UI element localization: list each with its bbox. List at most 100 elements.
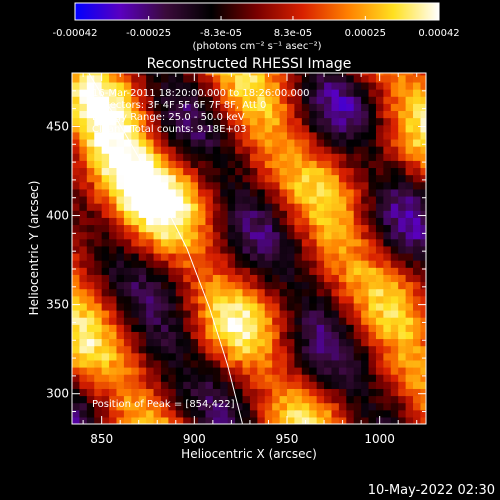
heatmap-cell — [272, 103, 281, 112]
heatmap-cell — [160, 338, 169, 347]
heatmap-cell — [301, 110, 310, 119]
heatmap-cell — [301, 224, 310, 233]
heatmap-cell — [294, 131, 303, 140]
heatmap-cell — [138, 231, 147, 240]
heatmap-cell — [316, 181, 325, 190]
heatmap-cell — [227, 188, 236, 197]
heatmap-cell — [153, 324, 162, 332]
heatmap-cell — [272, 81, 281, 90]
heatmap-cell — [346, 224, 355, 233]
heatmap-cell — [101, 388, 110, 397]
x-tick-label: 850 — [90, 432, 113, 446]
heatmap-cell — [272, 224, 281, 233]
heatmap-cell — [190, 117, 199, 126]
heatmap-cell — [249, 252, 258, 261]
heatmap-cell — [249, 366, 258, 375]
heatmap-cell — [249, 374, 258, 382]
heatmap-cell — [242, 374, 251, 382]
heatmap-cell — [346, 174, 355, 183]
heatmap-cell — [146, 245, 155, 254]
heatmap-cell — [368, 345, 377, 354]
heatmap-cell — [368, 167, 377, 176]
heatmap-cell — [420, 260, 426, 268]
heatmap-cell — [413, 302, 422, 311]
heatmap-cell — [138, 224, 147, 233]
heatmap-cell — [249, 195, 258, 204]
heatmap-cell — [390, 324, 399, 332]
heatmap-cell — [375, 96, 384, 104]
heatmap-cell — [294, 217, 303, 226]
heatmap-cell — [153, 317, 162, 325]
heatmap-cell — [413, 217, 422, 226]
heatmap-cell — [368, 409, 377, 418]
heatmap-cell — [257, 267, 266, 275]
heatmap-cell — [94, 203, 103, 211]
heatmap-cell — [346, 260, 355, 268]
heatmap-cell — [413, 388, 422, 397]
heatmap-cell — [286, 317, 295, 325]
heatmap-cell — [116, 81, 125, 90]
heatmap-cell — [301, 252, 310, 261]
heatmap-cell — [338, 317, 347, 325]
heatmap-cell — [101, 160, 110, 169]
heatmap-cell — [361, 374, 370, 382]
heatmap-cell — [390, 124, 399, 133]
heatmap-cell — [175, 409, 184, 418]
heatmap-cell — [190, 267, 199, 275]
heatmap-cell — [361, 138, 370, 147]
heatmap-cell — [79, 74, 88, 83]
heatmap-cell — [235, 260, 244, 268]
colorbar-tick-label: 0.00025 — [345, 28, 386, 39]
heatmap-cell — [212, 395, 221, 404]
heatmap-cell — [242, 231, 251, 240]
heatmap-cell — [301, 338, 310, 347]
heatmap-cell — [86, 238, 95, 247]
heatmap-cell — [198, 288, 207, 297]
heatmap-cell — [294, 238, 303, 247]
heatmap-cell — [383, 331, 392, 340]
heatmap-cell — [368, 281, 377, 290]
heatmap-cell — [94, 138, 103, 147]
heatmap-cell — [94, 245, 103, 254]
heatmap-cell — [205, 388, 214, 397]
heatmap-cell — [235, 167, 244, 176]
heatmap-cell — [375, 167, 384, 176]
heatmap-cell — [168, 345, 177, 354]
heatmap-cell — [368, 146, 377, 154]
heatmap-cell — [242, 81, 251, 90]
heatmap-cell — [242, 181, 251, 190]
heatmap-cell — [398, 352, 407, 361]
heatmap-cell — [338, 167, 347, 176]
heatmap-cell — [249, 117, 258, 126]
heatmap-cell — [286, 138, 295, 147]
heatmap-cell — [123, 381, 132, 389]
heatmap-cell — [331, 338, 340, 347]
heatmap-cell — [235, 324, 244, 332]
heatmap-cell — [198, 73, 207, 76]
colorbar-units: (photons cm⁻² s⁻¹ asec⁻²) — [192, 41, 321, 52]
heatmap-cell — [279, 324, 288, 332]
heatmap-cell — [405, 381, 414, 389]
heatmap-cell — [420, 146, 426, 154]
heatmap-cell — [109, 267, 118, 275]
heatmap-cell — [109, 174, 118, 183]
heatmap-cell — [264, 245, 273, 254]
heatmap-cell — [86, 324, 95, 332]
heatmap-cell — [72, 188, 81, 197]
heatmap-cell — [205, 252, 214, 261]
heatmap-cell — [205, 73, 214, 76]
heatmap-cell — [368, 124, 377, 133]
heatmap-cell — [101, 195, 110, 204]
heatmap-cell — [146, 203, 155, 211]
heatmap-cell — [183, 402, 192, 411]
heatmap-cell — [138, 331, 147, 340]
heatmap-cell — [101, 245, 110, 254]
heatmap-cell — [72, 181, 81, 190]
heatmap-cell — [368, 416, 377, 424]
heatmap-cell — [79, 288, 88, 297]
heatmap-cell — [413, 267, 422, 275]
heatmap-cell — [116, 381, 125, 389]
heatmap-cell — [286, 103, 295, 112]
heatmap-cell — [301, 331, 310, 340]
heatmap-cell — [183, 338, 192, 347]
